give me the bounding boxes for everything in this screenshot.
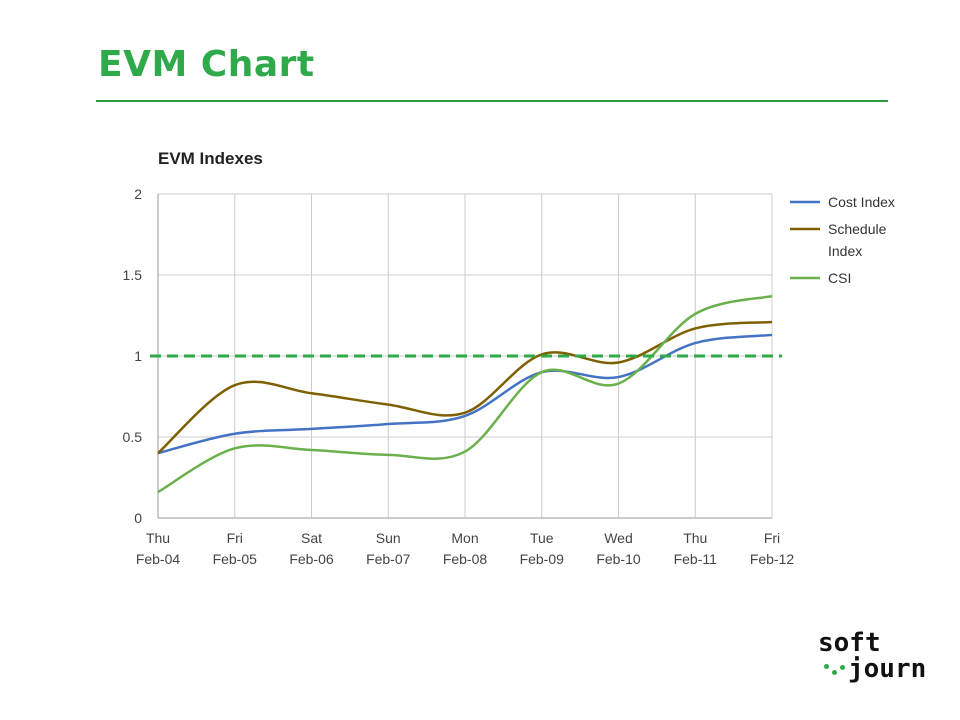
x-tick-label-day: Mon	[451, 530, 478, 546]
title-divider	[96, 100, 888, 102]
x-tick-label-date: Feb-09	[520, 551, 565, 567]
x-tick-label-date: Feb-07	[366, 551, 411, 567]
x-tick-label-day: Thu	[146, 530, 170, 546]
x-tick-label-date: Feb-05	[213, 551, 258, 567]
legend-label-cost-index: Cost Index	[828, 194, 895, 210]
series-line-cost-index	[157, 333, 773, 455]
y-tick-label: 1	[134, 348, 142, 364]
logo-text-line2: journ	[848, 654, 927, 684]
chart-title: EVM Indexes	[158, 149, 263, 168]
x-tick-label-date: Feb-11	[674, 551, 718, 567]
x-tick-label-day: Tue	[530, 530, 554, 546]
legend-label-csi: CSI	[828, 270, 851, 286]
slide-title: EVM Chart	[98, 44, 315, 85]
x-tick-label-day: Sat	[301, 530, 322, 546]
logo-dots-icon	[824, 660, 848, 680]
x-tick-label-day: Wed	[604, 530, 633, 546]
x-tick-label-date: Feb-10	[596, 551, 641, 567]
y-tick-label: 2	[134, 186, 142, 202]
logo-text-line1: soft	[818, 628, 881, 658]
x-tick-label-day: Sun	[376, 530, 401, 546]
legend-label-schedule-index: Schedule	[828, 221, 887, 237]
x-tick-label-day: Thu	[683, 530, 707, 546]
x-tick-label-date: Feb-12	[750, 551, 795, 567]
x-tick-label-date: Feb-06	[289, 551, 334, 567]
company-logo: soft journ	[818, 630, 928, 686]
x-tick-label-date: Feb-04	[136, 551, 181, 567]
x-tick-label-day: Fri	[764, 530, 780, 546]
series-line-csi	[157, 294, 773, 494]
y-tick-label: 1.5	[123, 267, 143, 283]
y-tick-label: 0	[134, 510, 142, 526]
x-tick-label-day: Fri	[227, 530, 243, 546]
y-tick-label: 0.5	[123, 429, 143, 445]
legend-label-schedule-index: Index	[828, 243, 862, 259]
x-tick-label-date: Feb-08	[443, 551, 488, 567]
